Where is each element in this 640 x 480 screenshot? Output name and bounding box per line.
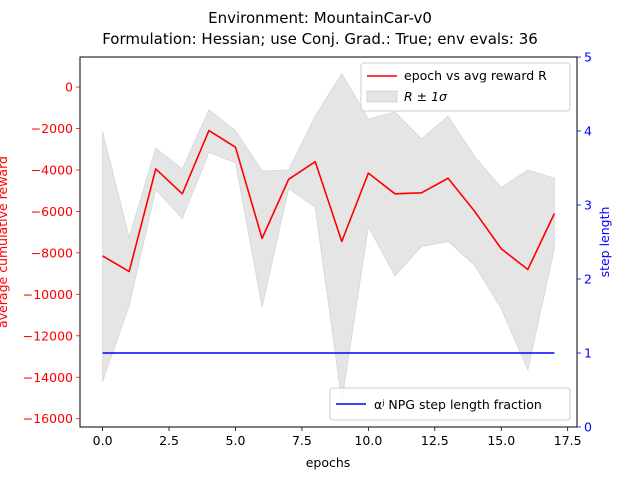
y-right-tick-label: 2 xyxy=(584,272,592,287)
y-left-tick-label: −14000 xyxy=(23,370,73,385)
x-tick-label: 7.5 xyxy=(292,433,312,448)
x-axis: 0.0 2.5 5.0 7.5 10.0 12.5 15.0 17.5 xyxy=(93,427,582,448)
y-left-tick-label: 0 xyxy=(65,80,73,95)
band-layer xyxy=(102,72,555,402)
y-left-tick-label: −10000 xyxy=(23,287,73,302)
x-tick-label: 5.0 xyxy=(226,433,246,448)
chart-title-line1: Environment: MountainCar-v0 xyxy=(208,9,432,27)
y-right-tick-label: 1 xyxy=(584,346,592,361)
line-layer xyxy=(102,129,556,354)
x-tick-label: 0.0 xyxy=(93,433,113,448)
y-right-tick-label: 0 xyxy=(584,420,592,435)
y-axis-left-label: average cumulative reward xyxy=(0,156,10,328)
y-left-tick-label: −16000 xyxy=(23,411,73,426)
legend-top: epoch vs avg reward R R ± 1σ xyxy=(360,62,571,112)
band-sigma xyxy=(102,72,555,402)
chart-title-line2: Formulation: Hessian; use Conj. Grad.: T… xyxy=(102,30,538,48)
series-line-reward xyxy=(102,129,556,273)
legend-label-band: R ± 1σ xyxy=(404,89,448,104)
x-tick-label: 17.5 xyxy=(554,433,582,448)
legend-top-box xyxy=(360,62,571,112)
y-right-tick-label: 5 xyxy=(584,50,592,65)
y-right-tick-label: 3 xyxy=(584,198,592,213)
legend-swatch-band xyxy=(366,90,398,103)
x-tick-label: 10.0 xyxy=(354,433,382,448)
y-axis-right: 0 1 2 3 4 5 xyxy=(577,50,592,435)
y-left-tick-label: −12000 xyxy=(23,328,73,343)
legend-bottom-box xyxy=(329,387,571,421)
y-axis-right-label: step length xyxy=(597,207,612,278)
legend-label-step-length: αʲ NPG step length fraction xyxy=(374,397,542,412)
x-tick-label: 15.0 xyxy=(487,433,515,448)
y-left-tick-label: −8000 xyxy=(31,245,73,260)
y-axis-left: 0 −2000 −4000 −6000 −8000 −10000 −12000 −14000 −… xyxy=(23,80,80,426)
y-left-tick-label: −4000 xyxy=(31,162,73,177)
x-tick-label: 2.5 xyxy=(159,433,179,448)
y-left-tick-label: −2000 xyxy=(31,121,73,136)
legend-label-reward: epoch vs avg reward R xyxy=(404,68,547,83)
y-left-tick-label: −6000 xyxy=(31,204,73,219)
x-axis-label: epochs xyxy=(306,455,351,470)
legend-bottom: αʲ NPG step length fraction xyxy=(329,387,571,421)
plot-frame xyxy=(79,56,578,428)
x-tick-label: 12.5 xyxy=(421,433,449,448)
y-right-tick-label: 4 xyxy=(584,124,592,139)
